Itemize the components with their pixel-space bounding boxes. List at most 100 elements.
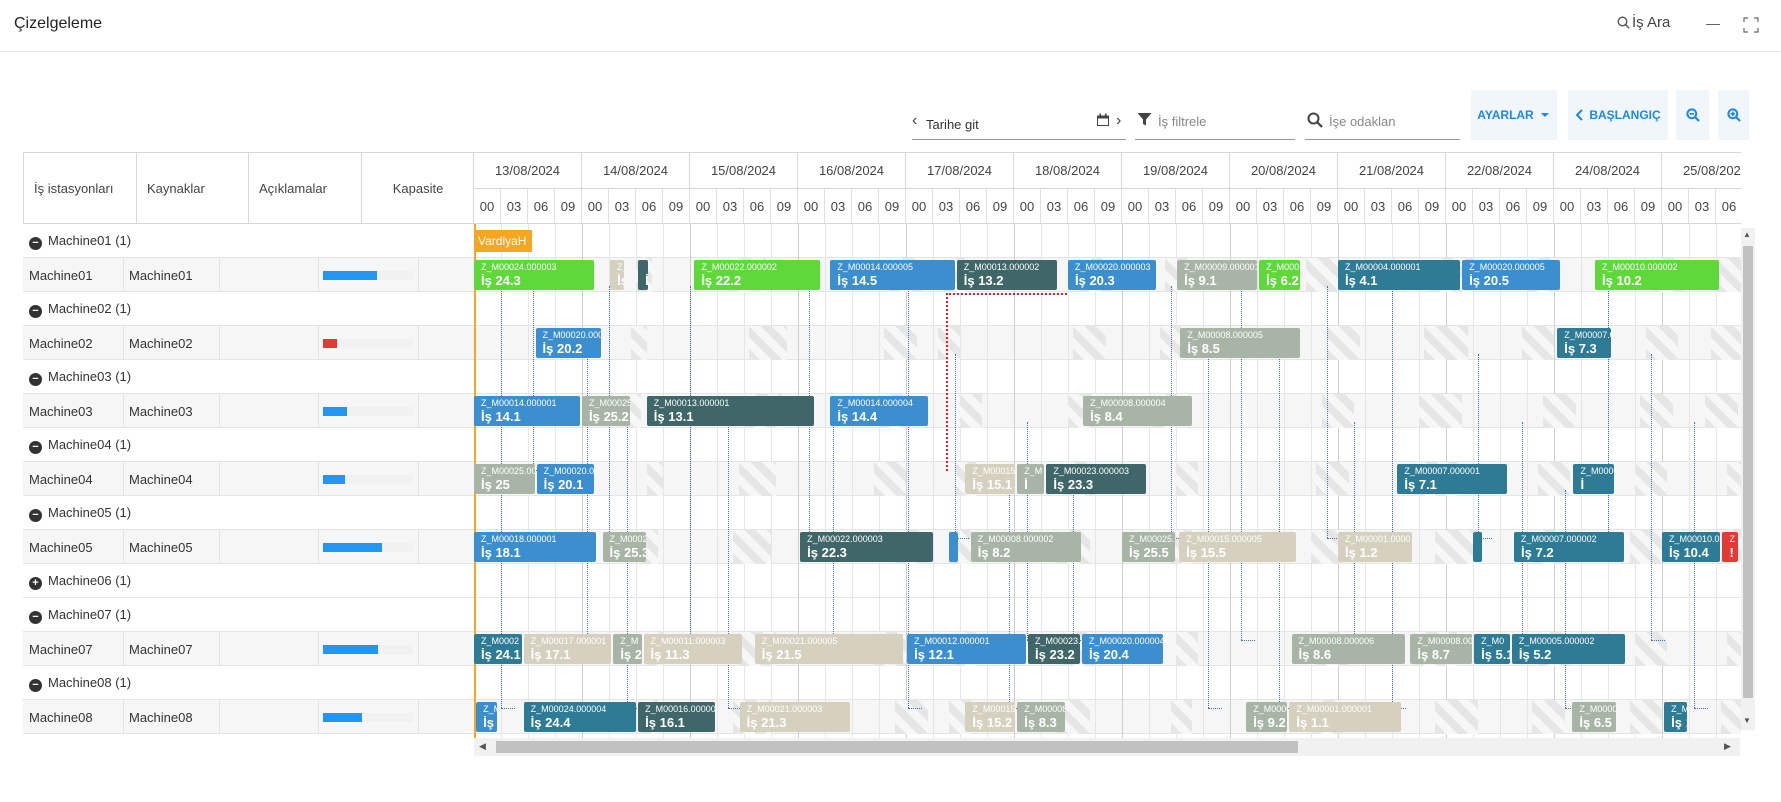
chevron-left-icon[interactable]: ‹ <box>912 112 918 129</box>
task-bar[interactable]: Z_M00013.000002 İş 13.2 <box>956 260 1058 290</box>
group-row[interactable]: − Machine01 (1) <box>23 224 1741 258</box>
task-bar[interactable]: Z_M00007.0 İş 7.3 <box>1557 328 1612 358</box>
task-bar[interactable]: Z_M00015.0İş 15.1 <box>965 464 1016 494</box>
collapse-icon[interactable]: − <box>29 373 42 386</box>
date-header[interactable]: 19/08/2024 <box>1122 153 1230 189</box>
task-bar[interactable]: Z_M00008.000005 İş 8.5 <box>1180 328 1301 358</box>
task-bar[interactable]: Z_M00008.0İş 8.3 <box>1017 702 1065 732</box>
task-bar[interactable]: Z_M0002 İş 24.1 <box>474 634 522 664</box>
task-bar[interactable]: Z_M00017.000001 İş 17.1 <box>523 634 612 664</box>
task-bar[interactable] <box>949 532 958 562</box>
date-header[interactable]: 17/08/2024 <box>906 153 1014 189</box>
task-bar[interactable]: Z_M00021.000003 İş 21.3 <box>739 702 850 732</box>
expand-icon[interactable]: + <box>29 577 42 590</box>
task-bar[interactable]: Z_M00022.000002 İş 22.2 <box>694 260 820 290</box>
task-bar[interactable]: Z_M İş 2 <box>613 634 642 664</box>
start-button[interactable]: BAŞLANGIÇ <box>1568 90 1668 140</box>
date-go-field[interactable]: ‹ Tarihe git › <box>912 108 1126 140</box>
collapse-icon[interactable]: − <box>29 305 42 318</box>
task-bar[interactable]: Z_Mİş 1 <box>476 702 497 732</box>
settings-button[interactable]: AYARLAR <box>1471 90 1557 140</box>
minimize-icon[interactable] <box>1706 24 1720 25</box>
task-bar[interactable]: Z_M00021.000005 İş 21.5 <box>754 634 903 664</box>
task-bar[interactable]: Z_M00008.000006 İş 8.6 <box>1291 634 1406 664</box>
task-bar[interactable]: Z_Mİş 1 <box>1664 702 1687 732</box>
horizontal-scrollbar[interactable]: ◀ ▶ <box>474 738 1740 756</box>
horizontal-scroll-thumb[interactable] <box>496 741 1298 753</box>
task-bar[interactable]: Z_M00016.000001 İş 16.1 <box>638 702 715 732</box>
task-bar[interactable]: Z_M00005.000002 İş 5.2 <box>1511 634 1626 664</box>
task-bar[interactable]: İ <box>638 260 649 290</box>
group-row[interactable]: − Machine02 (1) <box>23 292 1741 326</box>
task-bar[interactable]: Z_M00022.000003 İş 22.3 <box>800 532 934 562</box>
task-bar[interactable]: Z_M00008.00 İş 8.7 <box>1410 634 1473 664</box>
task-bar[interactable]: Z_M00020.000004 İş 20.4 <box>1082 634 1164 664</box>
zoom-out-button[interactable] <box>1676 90 1709 140</box>
column-header-resources[interactable]: Kaynaklar <box>137 153 249 225</box>
task-bar[interactable]: Z_M00014.000001 İş 14.1 <box>474 396 580 426</box>
task-bar[interactable]: Z_M00015.0İş 15.2 <box>965 702 1016 732</box>
group-row[interactable]: − Machine05 (1) <box>23 496 1741 530</box>
date-header[interactable]: 13/08/2024 <box>474 153 582 189</box>
task-bar[interactable]: Z_M00009.000001 İş 9.1 <box>1177 260 1258 290</box>
task-bar[interactable]: Z_M00018.000001 İş 18.1 <box>474 532 597 562</box>
task-bar[interactable]: Z_M00008.000004 İş 8.4 <box>1083 396 1193 426</box>
zoom-in-button[interactable] <box>1718 90 1749 140</box>
collapse-icon[interactable]: − <box>29 509 42 522</box>
collapse-icon[interactable]: − <box>29 611 42 624</box>
collapse-icon[interactable]: − <box>29 679 42 692</box>
vertical-scrollbar[interactable]: ▲ ▼ <box>1741 228 1755 730</box>
scroll-down-icon[interactable]: ▼ <box>1743 716 1751 725</box>
task-bar[interactable]: Z_M00001.000001 İş 1.1 <box>1289 702 1401 732</box>
task-bar[interactable]: Z_M00023.0İş 23.2 <box>1028 634 1081 664</box>
vertical-scroll-thumb[interactable] <box>1743 246 1753 698</box>
group-title[interactable]: − Machine02 (1) <box>29 301 131 318</box>
group-row[interactable]: + Machine06 (1) <box>23 564 1741 598</box>
task-bar[interactable]: Z_M00020.000003 İş 20.3 <box>1068 260 1156 290</box>
task-bar[interactable] <box>1473 532 1482 562</box>
group-title[interactable]: + Machine06 (1) <box>29 573 131 590</box>
chevron-right-icon[interactable]: › <box>1116 112 1122 129</box>
date-header[interactable]: 22/08/2024 <box>1446 153 1554 189</box>
task-bar[interactable]: Z_M00010.000002 İş 10.2 <box>1595 260 1720 290</box>
job-focus-input[interactable]: İşe odaklan <box>1305 108 1460 140</box>
task-bar[interactable]: Z_M0000 İş 6.5 <box>1572 702 1616 732</box>
task-bar[interactable]: Z_M00011.000003 İş 11.3 <box>643 634 742 664</box>
column-header-descriptions[interactable]: Açıklamalar <box>249 153 362 225</box>
scroll-left-icon[interactable]: ◀ <box>479 741 486 751</box>
task-bar[interactable]: Z_M00007.000002 İş 7.2 <box>1514 532 1625 562</box>
task-bar[interactable]: Z_M00014.000005 İş 14.5 <box>830 260 955 290</box>
group-row[interactable]: − Machine03 (1) <box>23 360 1741 394</box>
task-bar[interactable]: Z_M00024.000003 İş 24.3 <box>474 260 595 290</box>
maximize-icon[interactable] <box>1743 17 1759 33</box>
group-title[interactable]: − Machine03 (1) <box>29 369 131 386</box>
group-row[interactable]: − Machine08 (1) <box>23 666 1741 700</box>
shift-label[interactable]: VardiyaH <box>474 230 532 252</box>
task-bar[interactable]: Z_M00001.0000 İş 1.2 <box>1338 532 1412 562</box>
task-bar[interactable]: Z_M00023.000003 İş 23.3 <box>1046 464 1146 494</box>
task-bar[interactable]: Z_M000 İş 6.2 <box>1259 260 1301 290</box>
task-bar[interactable]: Z_M00015.000005 İş 15.5 <box>1179 532 1297 562</box>
date-header[interactable]: 20/08/2024 <box>1230 153 1338 189</box>
date-header[interactable]: 14/08/2024 <box>582 153 690 189</box>
task-bar[interactable]: Z_M00020.000005 İş 20.5 <box>1462 260 1560 290</box>
task-bar[interactable]: Z_M00012.000001 İş 12.1 <box>907 634 1027 664</box>
date-header[interactable]: 18/08/2024 <box>1014 153 1122 189</box>
task-bar[interactable]: Z_M00025.0İş 25.2 <box>582 396 630 426</box>
task-bar[interactable]: Z_M00025.00 İş 25 <box>474 464 535 494</box>
group-title[interactable]: − Machine07 (1) <box>29 607 131 624</box>
task-bar[interactable]: Z_M İ <box>1017 464 1045 494</box>
task-bar[interactable]: Z_M00013.000001 İş 13.1 <box>646 396 815 426</box>
collapse-icon[interactable]: − <box>29 237 42 250</box>
group-title[interactable]: − Machine08 (1) <box>29 675 131 692</box>
task-bar[interactable]: Z! <box>1722 532 1738 562</box>
collapse-icon[interactable]: − <box>29 441 42 454</box>
column-header-stations[interactable]: İş istasyonları <box>24 153 137 225</box>
task-bar[interactable]: Z_M00007.000001 İş 7.1 <box>1397 464 1507 494</box>
date-header[interactable]: 15/08/2024 <box>690 153 798 189</box>
task-bar[interactable]: Z_Mİş <box>610 260 625 290</box>
